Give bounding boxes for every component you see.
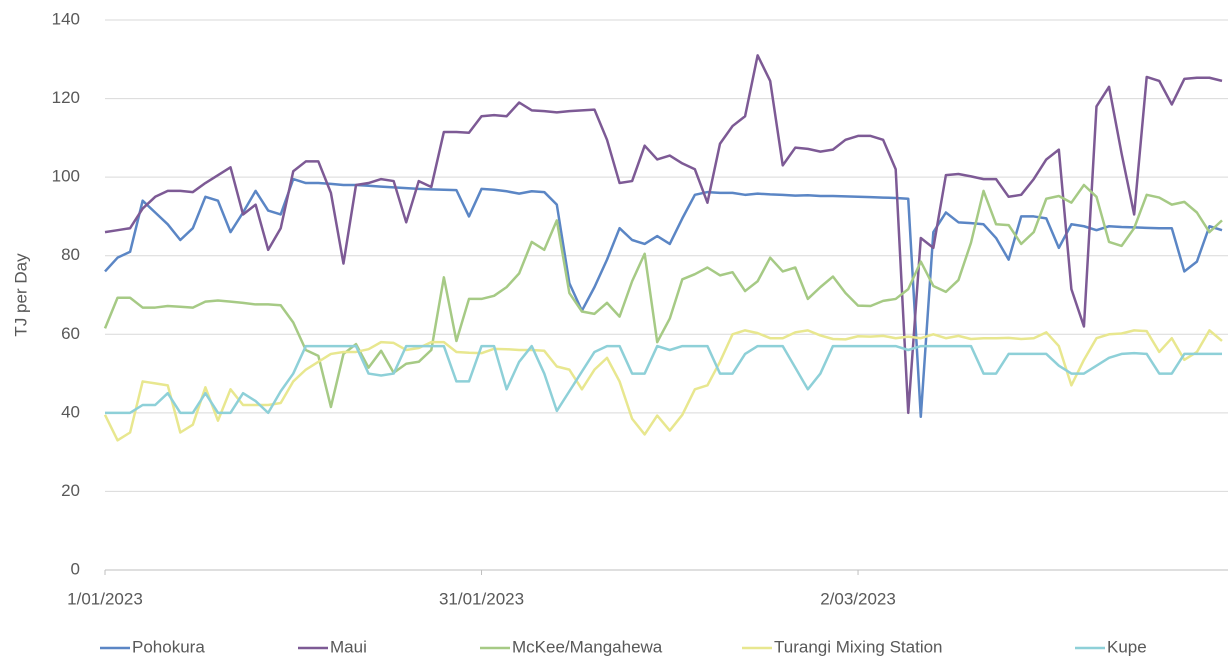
x-tick-label: 2/03/2023 (820, 589, 896, 608)
legend-label: Kupe (1107, 637, 1147, 656)
legend-label: Turangi Mixing Station (774, 637, 943, 656)
y-tick-label: 40 (61, 402, 80, 421)
y-tick-label: 60 (61, 324, 80, 343)
legend-label: McKee/Mangahewa (512, 637, 663, 656)
y-tick-label: 20 (61, 481, 80, 500)
y-tick-label: 100 (52, 167, 80, 186)
x-tick-label: 1/01/2023 (67, 589, 143, 608)
line-series (104, 54, 1223, 415)
line-series (104, 177, 1223, 419)
y-tick-label: 120 (52, 88, 80, 107)
y-tick-label: 0 (71, 559, 80, 578)
line-series (105, 344, 1222, 415)
legend-label: Pohokura (132, 637, 205, 656)
y-axis-title: TJ per Day (11, 253, 30, 337)
legend-label: Maui (330, 637, 367, 656)
x-tick-label: 31/01/2023 (439, 589, 524, 608)
y-tick-label: 140 (52, 9, 80, 28)
line-series (103, 329, 1223, 442)
line-series (103, 183, 1223, 409)
y-tick-label: 80 (61, 245, 80, 264)
